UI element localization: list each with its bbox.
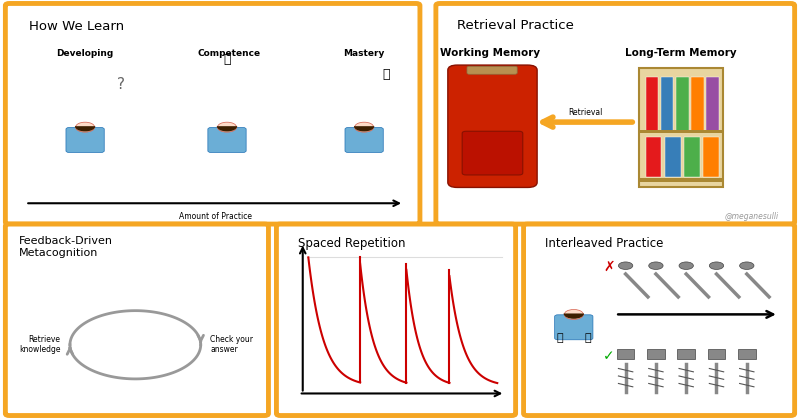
Circle shape <box>218 122 237 132</box>
Bar <box>706 77 719 131</box>
Bar <box>708 349 726 359</box>
Bar <box>639 130 723 133</box>
Text: 🔧: 🔧 <box>556 333 562 343</box>
Polygon shape <box>372 129 379 134</box>
Text: 🧩: 🧩 <box>382 68 390 81</box>
FancyBboxPatch shape <box>66 127 104 153</box>
Bar <box>703 137 719 177</box>
FancyBboxPatch shape <box>6 3 420 224</box>
Bar <box>646 77 658 131</box>
FancyBboxPatch shape <box>639 68 723 186</box>
Polygon shape <box>235 129 242 134</box>
Polygon shape <box>93 129 101 134</box>
Wedge shape <box>217 126 238 132</box>
Wedge shape <box>354 126 374 132</box>
Bar <box>647 349 665 359</box>
Text: Long-Term Memory: Long-Term Memory <box>625 49 737 58</box>
Text: ?: ? <box>117 77 125 92</box>
FancyBboxPatch shape <box>6 224 269 416</box>
Bar <box>617 349 634 359</box>
FancyBboxPatch shape <box>554 315 593 340</box>
Circle shape <box>75 122 94 132</box>
FancyBboxPatch shape <box>345 127 383 153</box>
Text: Feedback-Driven
Metacognition: Feedback-Driven Metacognition <box>19 236 113 258</box>
Text: Mastery: Mastery <box>343 49 385 58</box>
Bar <box>691 77 704 131</box>
Text: Competence: Competence <box>197 49 260 58</box>
Circle shape <box>354 122 374 132</box>
Wedge shape <box>75 126 95 132</box>
Polygon shape <box>582 316 589 321</box>
Text: Retrieve
knowledge: Retrieve knowledge <box>19 335 60 354</box>
Bar <box>661 77 674 131</box>
FancyBboxPatch shape <box>208 127 246 153</box>
FancyBboxPatch shape <box>277 224 515 416</box>
Text: @meganesulli: @meganesulli <box>725 212 778 220</box>
Bar <box>678 349 695 359</box>
Text: ✓: ✓ <box>603 349 614 363</box>
Text: Working Memory: Working Memory <box>440 49 540 58</box>
Circle shape <box>618 262 633 269</box>
FancyBboxPatch shape <box>523 224 794 416</box>
Circle shape <box>649 262 663 269</box>
Bar <box>646 137 662 177</box>
Bar <box>665 137 681 177</box>
Text: 💡: 💡 <box>223 53 230 66</box>
Text: How We Learn: How We Learn <box>30 20 125 33</box>
Circle shape <box>679 262 694 269</box>
Text: Developing: Developing <box>57 49 114 58</box>
Bar <box>639 178 723 181</box>
Text: Check your
answer: Check your answer <box>210 335 254 354</box>
Bar <box>684 137 700 177</box>
Text: ✗: ✗ <box>603 260 614 274</box>
Text: Retrieval: Retrieval <box>568 108 602 117</box>
Text: Amount of Practice: Amount of Practice <box>178 212 251 220</box>
Text: Interleaved Practice: Interleaved Practice <box>545 237 663 250</box>
Text: 🔨: 🔨 <box>585 333 591 343</box>
Text: Retrieval Practice: Retrieval Practice <box>458 19 574 32</box>
Circle shape <box>740 262 754 269</box>
FancyBboxPatch shape <box>467 66 517 74</box>
FancyBboxPatch shape <box>436 3 794 224</box>
Circle shape <box>710 262 724 269</box>
Circle shape <box>564 310 583 319</box>
Text: Spaced Repetition: Spaced Repetition <box>298 237 406 250</box>
FancyBboxPatch shape <box>462 131 522 175</box>
FancyBboxPatch shape <box>448 65 537 187</box>
Wedge shape <box>563 313 584 319</box>
Bar <box>738 349 755 359</box>
Bar <box>676 77 689 131</box>
